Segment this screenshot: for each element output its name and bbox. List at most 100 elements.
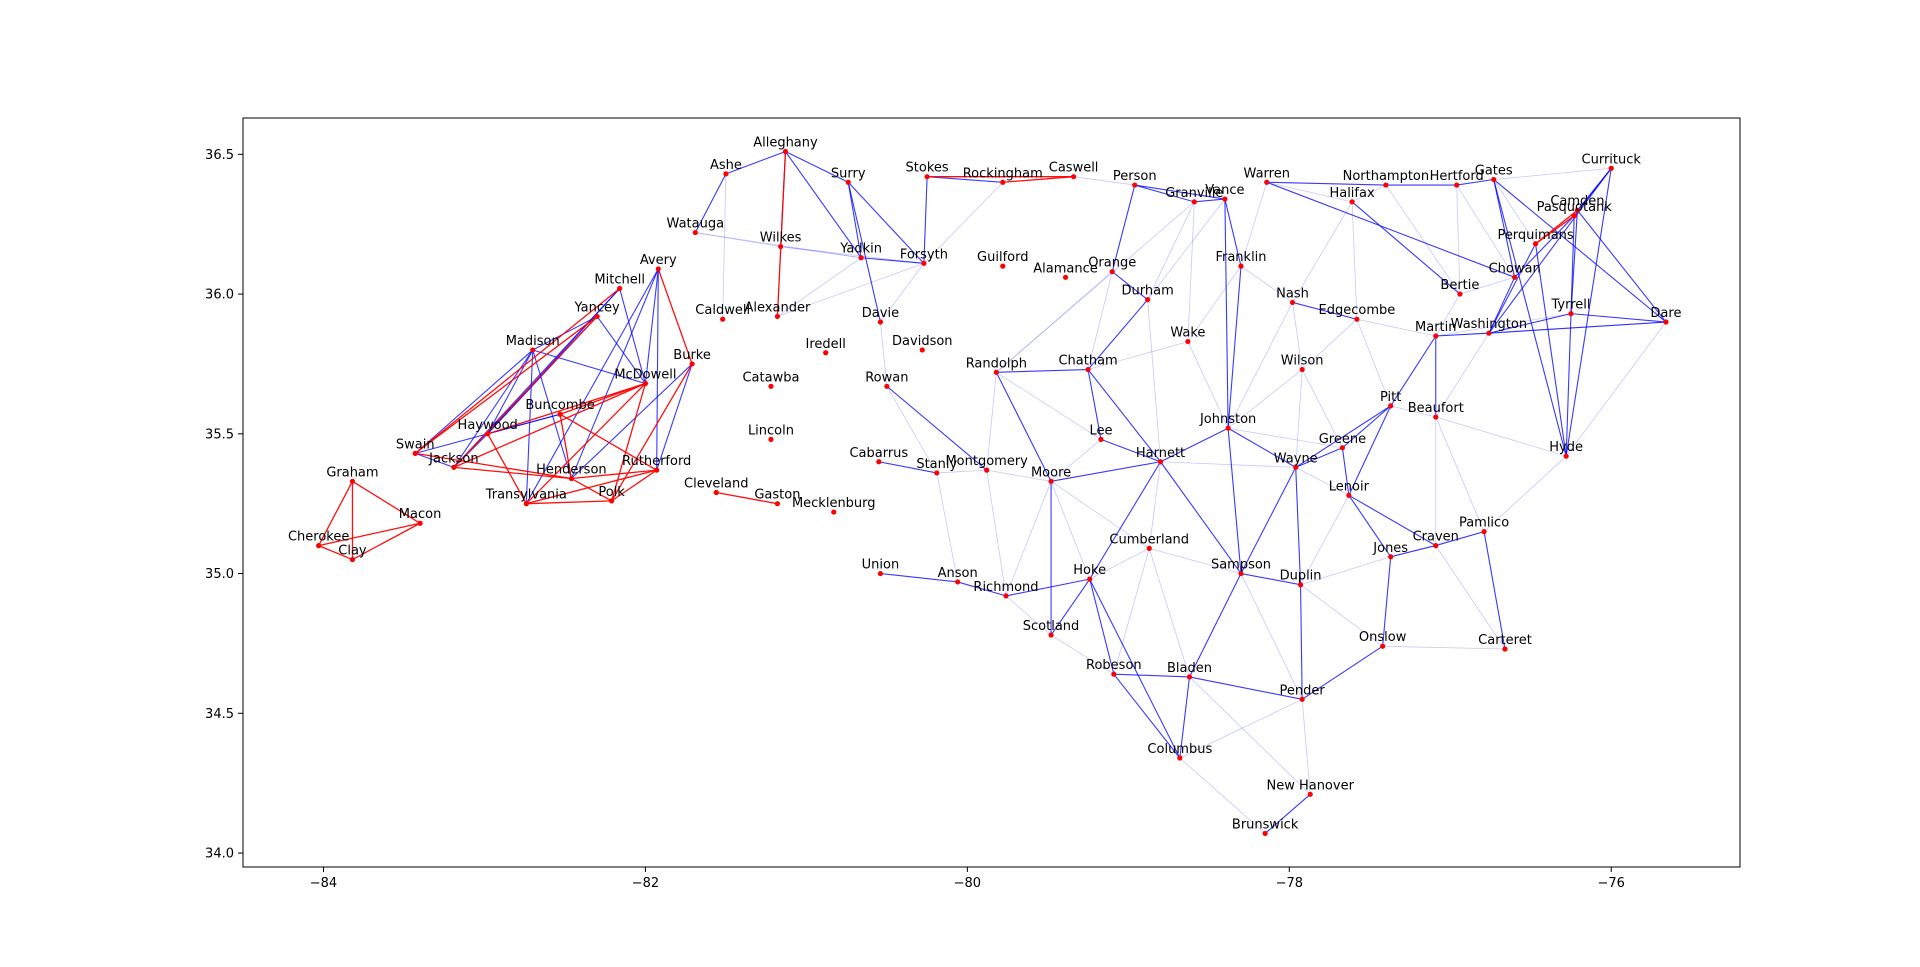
faint-edge-caldwell-ashe	[722, 173, 727, 320]
node-hoke	[1087, 576, 1093, 582]
blue-edge-currituck-hyde	[1565, 168, 1612, 457]
node-label-halifax: Halifax	[1329, 186, 1375, 201]
blue-edge-halifax-bertie	[1351, 201, 1461, 295]
blue-edge-pender-bladen	[1189, 676, 1303, 700]
blue-edge-camden-dare	[1576, 209, 1667, 323]
node-pender	[1299, 696, 1305, 702]
red-edge-graham-cherokee	[318, 481, 354, 546]
node-martin	[1433, 333, 1439, 339]
node-avery	[655, 266, 661, 272]
node-label-hertford: Hertford	[1430, 169, 1484, 184]
node-label-burke: Burke	[673, 348, 711, 363]
red-edge-buncombe-henderson	[559, 414, 573, 479]
faint-edge-moore-hoke	[1050, 481, 1091, 580]
node-label-hoke: Hoke	[1073, 563, 1106, 578]
node-label-cleveland: Cleveland	[684, 477, 748, 492]
node-label-gaston: Gaston	[754, 488, 800, 503]
node-granville	[1191, 199, 1197, 205]
node-union	[877, 570, 884, 577]
node-label-edgecombe: Edgecombe	[1319, 303, 1396, 318]
blue-edge-harnett-hoke	[1089, 461, 1161, 580]
faint-edge-wilkes-forsyth	[780, 246, 924, 264]
node-label-swain: Swain	[396, 437, 435, 452]
node-buncombe	[557, 411, 563, 417]
blue-edge-sampson-bladen	[1188, 573, 1242, 678]
node-gates	[1491, 176, 1497, 183]
node-label-cumberland: Cumberland	[1109, 532, 1189, 547]
blue-edge-chatham-lee	[1087, 369, 1102, 440]
node-beaufort	[1433, 414, 1439, 420]
node-label-hyde: Hyde	[1549, 440, 1583, 455]
blue-edge-surry-davie	[847, 182, 881, 323]
node-currituck	[1608, 165, 1614, 171]
faint-edge-franklin-warren	[1240, 182, 1268, 267]
blue-edge-cabarrus-stanly	[878, 461, 937, 474]
red-edge-transylvania-polk	[526, 500, 612, 505]
node-guilford	[1000, 263, 1006, 269]
blue-edge-harnett-lee	[1100, 438, 1161, 463]
blue-edge-avery-transylvania	[525, 268, 659, 504]
blue-edge-randolph-chatham	[996, 368, 1089, 373]
blue-edge-currituck-pasquotank	[1573, 167, 1612, 217]
faint-edge-randolph-montgomery	[986, 372, 997, 471]
faint-edge-person-caswell	[1073, 176, 1135, 186]
node-label-martin: Martin	[1415, 320, 1456, 335]
node-label-gates: Gates	[1475, 163, 1513, 178]
node-pamlico	[1481, 529, 1487, 535]
node-ashe	[723, 171, 729, 177]
node-label-northampton: Northampton	[1343, 169, 1430, 184]
blue-edge-pitt-wayne	[1295, 405, 1391, 468]
blue-edge-currituck-washington	[1488, 167, 1612, 334]
node-label-camden: Camden	[1550, 194, 1604, 209]
node-moore	[1048, 478, 1054, 484]
faint-edge-cumberland-bladen	[1148, 548, 1190, 678]
node-label-forsyth: Forsyth	[900, 247, 948, 262]
node-label-wilkes: Wilkes	[760, 231, 802, 246]
red-edge-swain-henderson	[415, 452, 572, 480]
node-northampton	[1383, 182, 1389, 188]
node-label-alamance: Alamance	[1033, 261, 1098, 276]
node-mecklenburg	[831, 509, 837, 515]
faint-edge-beaufort-hyde	[1435, 416, 1567, 457]
red-edge-rutherford-transylvania	[526, 469, 657, 505]
node-label-caldwell: Caldwell	[695, 303, 750, 318]
node-jackson	[451, 464, 457, 470]
faint-edge-northampton-bertie	[1385, 184, 1461, 295]
y-tick-label: 36.5	[205, 148, 234, 163]
node-edgecombe	[1354, 316, 1360, 322]
faint-edge-halifax-northampton	[1351, 184, 1387, 203]
blue-edge-perquimans-washington	[1488, 243, 1537, 334]
node-montgomery	[984, 467, 990, 473]
node-label-rutherford: Rutherford	[622, 454, 691, 469]
blue-edge-martin-pitt	[1390, 335, 1437, 407]
x-axis: −84 −82 −80 −78 −76	[310, 867, 1625, 891]
node-label-onslow: Onslow	[1359, 630, 1407, 645]
node-cherokee	[316, 543, 322, 549]
faint-edge-randolph-orange	[996, 271, 1113, 373]
blue-edge-pasquotank-tyrrell	[1570, 215, 1575, 314]
node-cabarrus	[876, 459, 882, 465]
red-edge-cherokee-clay	[318, 545, 353, 561]
red-edge-graham-macon	[352, 480, 421, 524]
node-nash	[1289, 299, 1296, 306]
blue-edge-martin-washington	[1435, 332, 1489, 337]
blue-edge-pitt-greene	[1342, 405, 1392, 449]
faint-edge-wake-granville	[1187, 201, 1195, 342]
red-edge-mcdowell-polk	[610, 383, 647, 502]
faint-edge-durham-harnett	[1147, 299, 1161, 462]
faint-edge-stanly-anson	[936, 472, 959, 583]
node-orange	[1109, 269, 1115, 275]
node-carteret	[1502, 646, 1508, 652]
node-lincoln	[768, 436, 774, 442]
node-duplin	[1297, 582, 1304, 588]
node-label-richmond: Richmond	[973, 580, 1038, 595]
node-label-avery: Avery	[640, 253, 677, 268]
blue-edge-johnston-harnett	[1160, 427, 1229, 463]
faint-edge-wilson-wayne	[1295, 369, 1303, 468]
node-label-jones: Jones	[1372, 541, 1408, 556]
node-label-guilford: Guilford	[977, 250, 1028, 265]
faint-edge-watauga-yadkin	[695, 232, 862, 259]
node-label-chowan: Chowan	[1489, 261, 1541, 276]
faint-edge-hyde-pamlico	[1483, 455, 1567, 532]
y-tick-label: 36.0	[205, 288, 234, 303]
